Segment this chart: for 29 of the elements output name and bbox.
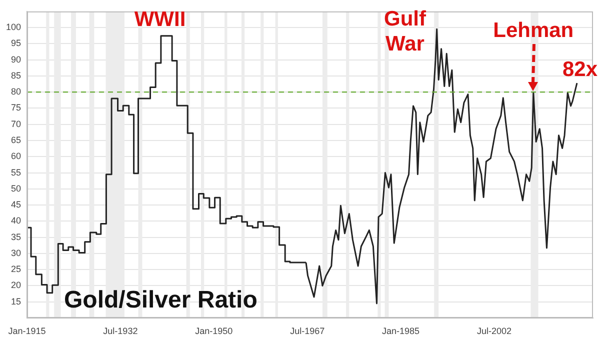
x-tick-label: Jan-1985 xyxy=(382,326,420,336)
x-tick-label: Jul-1967 xyxy=(290,326,325,336)
annotation: WWII xyxy=(134,8,186,31)
y-tick-label: 55 xyxy=(10,167,21,178)
y-tick-label: 20 xyxy=(10,280,21,290)
y-tick-label: 45 xyxy=(10,200,21,210)
y-tick-label: 100 xyxy=(6,22,21,32)
y-tick-label: 60 xyxy=(10,151,21,162)
y-tick-label: 90 xyxy=(10,54,21,64)
y-tick-label: 75 xyxy=(10,102,21,113)
y-tick-label: 95 xyxy=(10,38,21,48)
text: Gold/Silver Ratio xyxy=(64,286,258,314)
y-tick-label: 35 xyxy=(10,232,21,242)
annotation: Lehman xyxy=(493,18,574,42)
y-tick-label: 25 xyxy=(10,264,21,274)
y-tick-label: 15 xyxy=(10,296,21,306)
y-tick-label: 40 xyxy=(10,216,21,226)
x-tick-label: Jul-1932 xyxy=(103,326,138,336)
y-tick-label: 30 xyxy=(10,248,21,258)
y-tick-label: 70 xyxy=(10,118,21,129)
x-tick-label: Jul-2002 xyxy=(476,326,512,336)
y-tick-label: 50 xyxy=(10,183,21,194)
x-tick-label: Jan-1915 xyxy=(8,326,46,336)
y-tick-label: 85 xyxy=(10,70,21,80)
annotation: 82x xyxy=(562,58,598,81)
y-tick-label: 65 xyxy=(10,134,21,145)
y-tick-label: 80 xyxy=(10,86,21,97)
annotation: Gulf War xyxy=(384,7,427,56)
x-tick-label: Jan-1950 xyxy=(195,326,233,336)
